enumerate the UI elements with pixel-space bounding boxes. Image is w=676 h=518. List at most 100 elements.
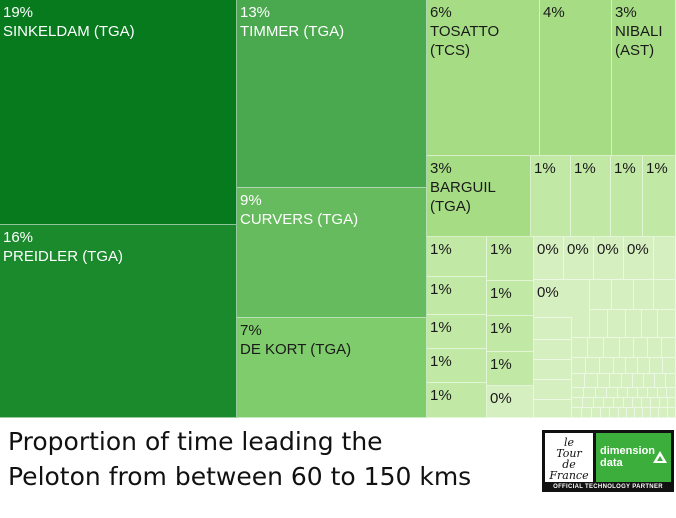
- treemap-tile-label: 0%: [490, 390, 512, 407]
- treemap-tile: 1%: [427, 315, 487, 349]
- treemap-tile: 7% DE KORT (TGA): [237, 318, 427, 418]
- treemap-tile-label: 1%: [430, 281, 452, 298]
- treemap-small-tile: [618, 388, 628, 398]
- treemap-small-tile: [534, 400, 572, 418]
- treemap-tile-label: 1%: [490, 241, 512, 258]
- treemap-small-tile: [658, 388, 667, 398]
- treemap-small-tile: [662, 338, 676, 358]
- treemap-tile: 0%: [564, 237, 594, 280]
- treemap-tile-label: 1%: [534, 160, 556, 177]
- treemap-small-tile: [586, 358, 600, 374]
- treemap-small-tile: [610, 374, 622, 388]
- treemap-small-tile: [668, 398, 676, 408]
- treemap-tile-label: 1%: [646, 160, 668, 177]
- treemap-tile: 1%: [427, 349, 487, 383]
- treemap-tile-label: 1%: [490, 285, 512, 302]
- treemap-small-tile: [534, 340, 572, 360]
- treemap-small-tile: [642, 310, 658, 338]
- treemap-tile-label: 13% TIMMER (TGA): [240, 4, 345, 40]
- treemap-tile: 3% BARGUIL (TGA): [427, 156, 531, 237]
- treemap-tile-label: 1%: [430, 319, 452, 336]
- treemap-chart: 19% SINKELDAM (TGA) 16% PREIDLER (TGA) 13%…: [0, 0, 676, 418]
- caption-line-1: Proportion of time leading the: [8, 427, 383, 456]
- treemap-small-tile: [655, 374, 666, 388]
- treemap-tile-label: 1%: [490, 356, 512, 373]
- treemap-tile: 16% PREIDLER (TGA): [0, 225, 237, 418]
- treemap-small-tile: [604, 398, 614, 408]
- treemap-small-tile: [572, 310, 590, 338]
- treemap-tile-label: 0%: [567, 241, 589, 258]
- treemap-tile-label: 1%: [490, 320, 512, 337]
- treemap-tile-label: 1%: [430, 241, 452, 258]
- treemap-small-tile: [668, 408, 676, 418]
- treemap-small-tile: [614, 358, 626, 374]
- treemap-tile-label: 3% NIBALI (AST): [615, 4, 663, 59]
- treemap-small-tile: [654, 280, 676, 310]
- treemap-tile: 6% TOSATTO (TCS): [427, 0, 540, 156]
- treemap-small-tile: [590, 310, 608, 338]
- treemap-small-tile: [648, 338, 662, 358]
- treemap-tile: 1%: [487, 316, 534, 352]
- treemap-tile-label: 1%: [574, 160, 596, 177]
- treemap-small-tile: [534, 318, 572, 340]
- treemap-small-tile: [572, 388, 584, 398]
- treemap-tile-label: 0%: [597, 241, 619, 258]
- treemap-small-tile: [650, 358, 663, 374]
- treemap-small-tile: [594, 398, 604, 408]
- treemap-small-tile: [596, 388, 607, 398]
- treemap-small-tile: [627, 408, 635, 418]
- treemap-tile: 1%: [487, 281, 534, 316]
- treemap-small-tile: [572, 374, 585, 388]
- treemap-small-tile: [588, 338, 604, 358]
- treemap-small-tile: [654, 237, 676, 280]
- treemap-small-tile: [604, 338, 620, 358]
- dimension-data-logo: dimension data: [596, 433, 671, 482]
- treemap-small-tile: [572, 338, 588, 358]
- treemap-tile-label: 9% CURVERS (TGA): [240, 192, 359, 228]
- treemap-tile: 0%: [534, 237, 564, 280]
- treemap-tile-label: 0%: [627, 241, 649, 258]
- treemap-small-tile: [572, 398, 583, 408]
- treemap-tile-label: 4%: [543, 4, 565, 21]
- treemap-tile-label: 19% SINKELDAM (TGA): [3, 4, 135, 40]
- treemap-tile: 1%: [611, 156, 643, 237]
- treemap-small-tile: [638, 388, 648, 398]
- tour-de-france-logo-text: le Tour de France: [549, 436, 589, 482]
- treemap-small-tile: [584, 388, 596, 398]
- treemap-small-tile: [651, 408, 659, 418]
- treemap-small-tile: [590, 280, 612, 310]
- treemap-tile-label: 0%: [537, 241, 559, 258]
- treemap-tile-label: 16% PREIDLER (TGA): [3, 229, 124, 265]
- treemap-tile-label: 1%: [614, 160, 636, 177]
- treemap-tile: 1%: [427, 237, 487, 277]
- treemap-tile: 0%: [624, 237, 654, 280]
- treemap-tile: 1%: [643, 156, 676, 237]
- treemap-small-tile: [600, 358, 614, 374]
- chart-caption: Proportion of time leading the Peloton f…: [8, 424, 528, 494]
- treemap-tile-label: 6% TOSATTO (TCS): [430, 4, 500, 59]
- treemap-tile: 4%: [540, 0, 612, 156]
- treemap-small-tile: [666, 374, 676, 388]
- treemap-small-tile: [658, 310, 676, 338]
- treemap-tile-label: 0%: [537, 284, 559, 301]
- treemap-small-tile: [619, 408, 627, 418]
- treemap-small-tile: [612, 280, 634, 310]
- treemap-small-tile: [628, 388, 638, 398]
- treemap-tile: 1%: [571, 156, 611, 237]
- official-partner-text: OFFICIAL TECHNOLOGY PARTNER: [553, 484, 663, 490]
- treemap-tile: 0%: [487, 386, 534, 418]
- treemap-small-tile: [534, 360, 572, 380]
- treemap-tile: 13% TIMMER (TGA): [237, 0, 427, 188]
- treemap-small-tile: [592, 408, 601, 418]
- treemap-small-tile: [607, 388, 618, 398]
- treemap-small-tile: [572, 358, 586, 374]
- dimension-data-logo-text: dimension data: [600, 445, 656, 469]
- treemap-small-tile: [626, 358, 638, 374]
- treemap-tile-label: 1%: [430, 387, 452, 404]
- treemap-small-tile: [614, 398, 624, 408]
- treemap-small-tile: [651, 398, 660, 408]
- treemap-small-tile: [598, 374, 610, 388]
- treemap-small-tile: [585, 374, 598, 388]
- treemap-small-tile: [642, 398, 651, 408]
- treemap-tile: 19% SINKELDAM (TGA): [0, 0, 237, 225]
